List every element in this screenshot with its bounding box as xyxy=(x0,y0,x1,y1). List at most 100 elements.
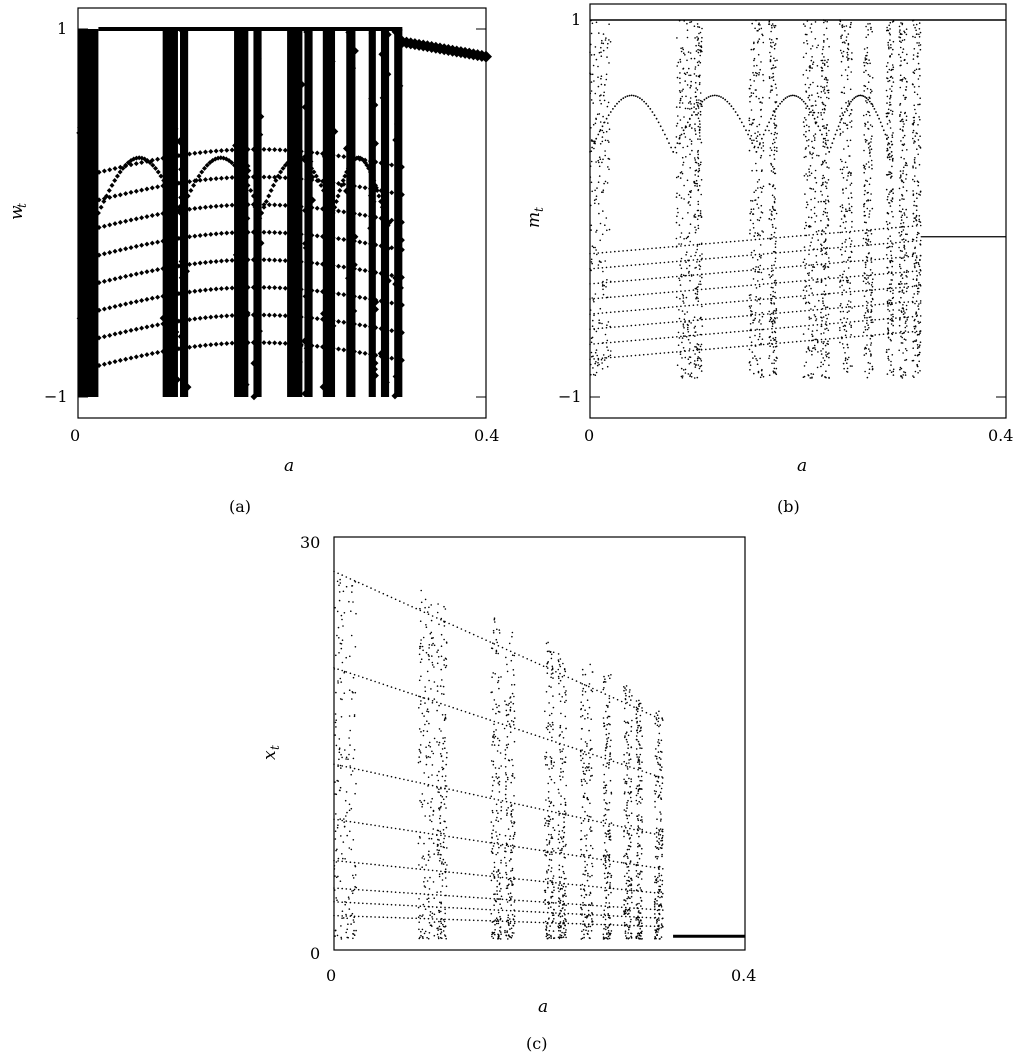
data-point-b xyxy=(689,374,692,376)
data-point-a xyxy=(345,274,353,282)
data-point-c xyxy=(335,861,338,863)
data-point-b xyxy=(599,322,601,324)
data-point-a xyxy=(163,72,171,80)
data-point-c xyxy=(498,930,501,932)
data-point-b xyxy=(906,349,908,352)
data-point-b xyxy=(844,122,847,125)
data-point-b xyxy=(815,319,817,322)
data-point-b xyxy=(750,211,752,213)
arc-point-a xyxy=(112,178,118,184)
data-point-b xyxy=(700,216,703,218)
data-point-b xyxy=(811,237,814,239)
arc-point-a xyxy=(123,162,129,168)
arc-point-a xyxy=(266,193,272,199)
data-point-b xyxy=(698,83,701,86)
branch-point-b xyxy=(795,310,798,313)
data-point-b xyxy=(758,319,761,321)
data-point-b xyxy=(915,167,917,169)
data-point-b xyxy=(840,303,842,305)
data-point-c xyxy=(495,853,498,856)
branch-point-a xyxy=(288,175,294,181)
data-point-c xyxy=(348,737,350,739)
data-point-b xyxy=(686,71,688,74)
data-point-b xyxy=(864,328,867,331)
arc-point-a xyxy=(245,182,251,188)
data-point-c xyxy=(436,709,438,712)
branch-point-a xyxy=(346,154,352,160)
data-point-b xyxy=(823,88,826,90)
data-point-b xyxy=(803,175,806,177)
data-point-b xyxy=(899,33,902,35)
data-point-c xyxy=(441,679,443,681)
data-point-b xyxy=(841,41,844,44)
branch-point-b xyxy=(767,283,769,285)
data-point-b xyxy=(871,90,873,92)
data-point-c xyxy=(348,753,350,756)
data-point-b xyxy=(598,363,600,366)
data-point-b xyxy=(827,79,829,81)
data-point-c xyxy=(346,811,348,814)
data-point-b xyxy=(808,168,810,170)
data-point-b xyxy=(681,127,683,129)
arc-point-b xyxy=(822,137,825,140)
data-point-b xyxy=(805,130,807,133)
data-point-b xyxy=(820,353,823,355)
data-point-b xyxy=(805,69,808,72)
branch-point-a xyxy=(309,260,315,266)
data-point-b xyxy=(752,278,755,280)
branch-point-b xyxy=(618,310,620,313)
data-point-b xyxy=(839,304,842,307)
data-point-b xyxy=(912,347,914,350)
data-point-b xyxy=(697,300,700,303)
data-point-b xyxy=(866,322,868,325)
data-point-b xyxy=(687,193,690,196)
data-point-b xyxy=(754,334,756,337)
data-point-b xyxy=(756,125,758,128)
data-point-b xyxy=(805,52,807,55)
data-point-b xyxy=(847,33,850,35)
branch-point-a xyxy=(213,148,219,154)
data-point-b xyxy=(601,161,603,164)
data-point-a xyxy=(183,267,191,275)
data-point-b xyxy=(869,177,872,179)
data-point-b xyxy=(770,302,773,305)
data-point-c xyxy=(349,744,351,746)
data-point-b xyxy=(813,147,815,150)
data-point-b xyxy=(758,255,761,258)
arc-point-a xyxy=(166,188,172,194)
data-point-b xyxy=(607,349,609,352)
data-point-b xyxy=(919,74,921,77)
data-point-b xyxy=(889,286,891,289)
arc-point-a xyxy=(339,182,344,188)
data-point-b xyxy=(756,359,758,362)
data-point-b xyxy=(606,105,609,108)
data-point-b xyxy=(901,198,903,200)
data-point-b xyxy=(749,364,752,367)
branch-point-b xyxy=(663,246,666,249)
data-point-b xyxy=(604,154,606,157)
branch-point-b xyxy=(618,280,620,283)
data-point-c xyxy=(492,829,494,831)
data-point-c xyxy=(437,779,440,782)
data-point-c xyxy=(443,832,445,835)
data-point-b xyxy=(826,306,829,309)
data-point-c xyxy=(418,928,420,931)
data-point-c xyxy=(433,681,436,683)
data-point-b xyxy=(901,239,903,241)
data-point-b xyxy=(869,22,871,25)
data-point-c xyxy=(428,932,431,934)
data-point-b xyxy=(864,138,867,141)
branch-point-a xyxy=(192,233,198,239)
data-point-b xyxy=(677,61,680,64)
data-point-b xyxy=(863,134,865,136)
data-point-b xyxy=(900,219,903,221)
data-point-b xyxy=(864,214,866,217)
data-point-a xyxy=(235,306,243,314)
data-point-c xyxy=(421,806,423,808)
data-point-b xyxy=(697,107,700,109)
branch-point-b xyxy=(779,266,781,269)
data-point-b xyxy=(900,367,903,370)
data-point-c xyxy=(345,656,348,659)
data-point-c xyxy=(438,704,440,707)
data-point-b xyxy=(904,371,907,374)
